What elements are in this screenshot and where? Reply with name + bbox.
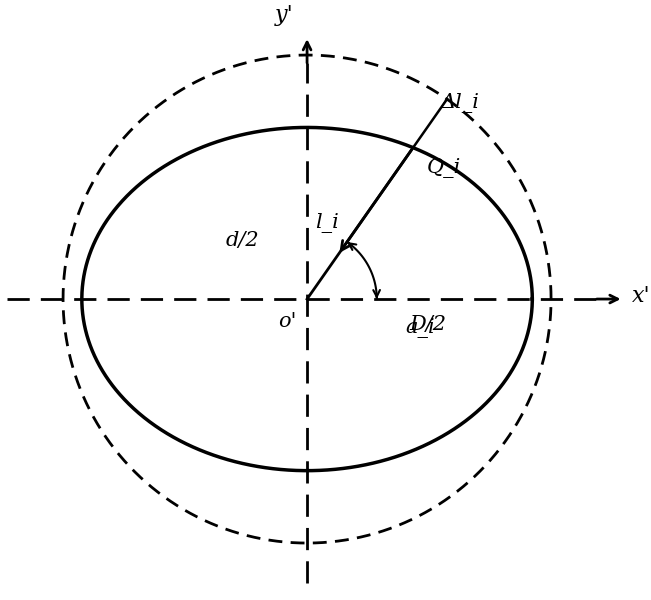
Text: l_i: l_i (315, 214, 339, 233)
Text: D/2: D/2 (409, 315, 446, 334)
Text: y': y' (275, 4, 294, 26)
Text: x': x' (631, 286, 650, 307)
Text: Δl_i: Δl_i (441, 92, 480, 113)
Text: a_i: a_i (406, 318, 435, 338)
Text: d/2: d/2 (226, 230, 260, 250)
Text: Q_i: Q_i (426, 158, 461, 178)
Text: o': o' (278, 313, 296, 331)
